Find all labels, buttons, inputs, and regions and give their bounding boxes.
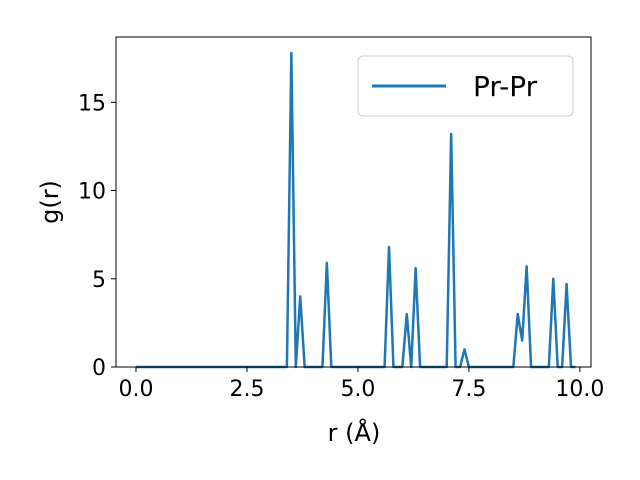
plot-area — [115, 36, 592, 369]
x-tick-label: 7.5 — [451, 377, 486, 402]
y-tick-label: 0 — [92, 356, 106, 381]
legend-label: Pr-Pr — [473, 70, 538, 103]
y-axis: 0 5 10 15 — [78, 91, 116, 381]
x-axis-label: r (Å) — [328, 418, 381, 447]
x-tick-label: 0.0 — [118, 377, 153, 402]
x-axis: 0.0 2.5 5.0 7.5 10.0 — [118, 367, 604, 402]
y-tick-label: 5 — [92, 268, 106, 293]
x-tick-label: 2.5 — [229, 377, 264, 402]
y-axis-label: g(r) — [36, 180, 64, 224]
plot-frame — [115, 36, 592, 368]
y-tick-label: 15 — [78, 91, 106, 116]
x-tick-label: 5.0 — [340, 377, 375, 402]
x-tick-label: 10.0 — [555, 377, 604, 402]
legend: Pr-Pr — [357, 55, 574, 117]
legend-box — [357, 55, 574, 117]
y-tick-label: 10 — [78, 180, 106, 205]
